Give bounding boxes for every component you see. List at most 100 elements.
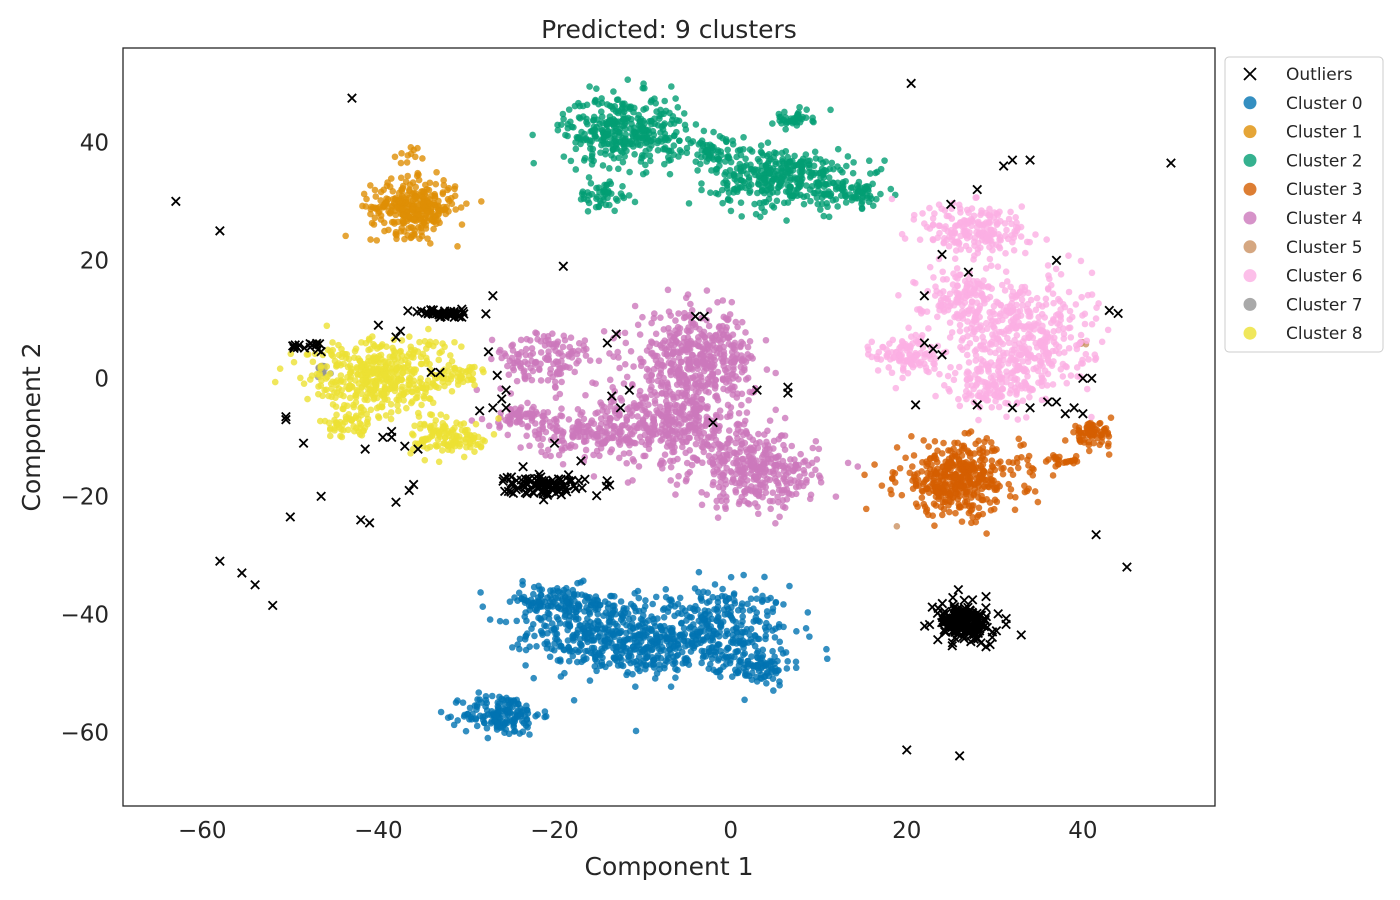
data-point xyxy=(487,711,495,719)
data-point xyxy=(754,155,762,163)
data-point xyxy=(792,658,800,666)
data-point xyxy=(652,330,660,338)
data-point xyxy=(651,400,659,407)
data-point xyxy=(647,627,655,634)
data-point xyxy=(719,585,726,593)
data-point xyxy=(893,523,901,530)
data-point xyxy=(781,504,789,511)
data-point xyxy=(682,659,689,667)
data-point xyxy=(738,213,745,220)
data-point xyxy=(712,382,719,390)
data-point xyxy=(653,407,660,414)
data-point xyxy=(738,437,745,445)
data-point xyxy=(963,462,970,470)
data-point xyxy=(717,350,724,358)
data-point xyxy=(719,456,727,463)
data-point xyxy=(680,334,688,342)
data-point xyxy=(823,655,831,663)
data-point xyxy=(588,156,595,163)
data-point xyxy=(986,471,994,478)
data-point xyxy=(720,663,727,671)
data-point xyxy=(769,647,776,655)
data-point xyxy=(570,696,578,704)
data-point xyxy=(747,595,755,603)
data-point xyxy=(732,488,740,496)
data-point xyxy=(598,126,606,134)
data-point xyxy=(711,581,719,588)
data-point xyxy=(709,481,717,489)
data-point xyxy=(905,324,912,332)
data-point xyxy=(716,407,724,414)
data-point xyxy=(602,663,609,671)
data-point xyxy=(703,623,711,630)
data-point xyxy=(967,494,975,501)
data-point xyxy=(411,195,419,203)
data-point xyxy=(1063,379,1071,387)
data-point xyxy=(1083,385,1091,393)
data-point xyxy=(1093,304,1100,311)
data-point xyxy=(596,662,604,670)
data-point xyxy=(784,199,792,206)
data-point xyxy=(759,596,766,604)
data-point xyxy=(649,415,657,423)
data-point xyxy=(802,151,810,158)
data-point xyxy=(416,211,423,219)
data-point xyxy=(786,582,793,590)
data-point xyxy=(494,702,502,710)
data-point xyxy=(925,325,932,332)
data-point xyxy=(994,317,1002,325)
data-point xyxy=(630,363,637,370)
data-point xyxy=(609,146,616,153)
data-point xyxy=(1054,310,1062,318)
data-point xyxy=(635,463,643,470)
data-point xyxy=(588,161,596,168)
data-point xyxy=(713,497,720,505)
data-point xyxy=(703,491,711,498)
data-point xyxy=(1035,352,1043,360)
data-point xyxy=(988,338,995,346)
data-point xyxy=(647,157,654,165)
data-point xyxy=(625,652,632,660)
data-point xyxy=(548,620,556,627)
data-point xyxy=(644,650,651,657)
data-point xyxy=(1005,339,1013,347)
data-point xyxy=(983,319,990,327)
data-point xyxy=(693,455,700,463)
data-point xyxy=(584,615,591,622)
data-point xyxy=(731,449,738,457)
data-point xyxy=(842,193,850,200)
data-point xyxy=(1019,338,1027,345)
data-point xyxy=(717,673,724,681)
data-point xyxy=(419,199,427,206)
data-point xyxy=(720,655,728,662)
data-point xyxy=(437,708,445,716)
data-point xyxy=(666,646,673,653)
data-point xyxy=(938,511,946,519)
data-point xyxy=(717,148,725,155)
data-point xyxy=(1072,452,1080,460)
data-point xyxy=(582,446,590,454)
data-point xyxy=(611,138,618,145)
data-point xyxy=(660,613,668,621)
data-point xyxy=(827,106,834,114)
data-point xyxy=(485,422,493,430)
data-point xyxy=(703,287,711,294)
data-point xyxy=(484,734,492,742)
data-point xyxy=(748,653,755,660)
data-point xyxy=(877,190,884,198)
data-point xyxy=(762,336,770,344)
data-point xyxy=(775,110,783,118)
data-point xyxy=(788,442,796,450)
data-point xyxy=(810,118,817,126)
data-point xyxy=(645,440,653,448)
data-point xyxy=(999,470,1007,478)
data-point xyxy=(603,431,610,438)
data-point xyxy=(607,448,614,456)
data-point xyxy=(927,470,934,478)
data-point xyxy=(543,622,550,630)
data-point xyxy=(544,333,552,340)
data-point xyxy=(737,199,745,206)
data-point xyxy=(977,462,985,470)
data-point xyxy=(1092,315,1100,322)
data-point xyxy=(629,643,637,651)
